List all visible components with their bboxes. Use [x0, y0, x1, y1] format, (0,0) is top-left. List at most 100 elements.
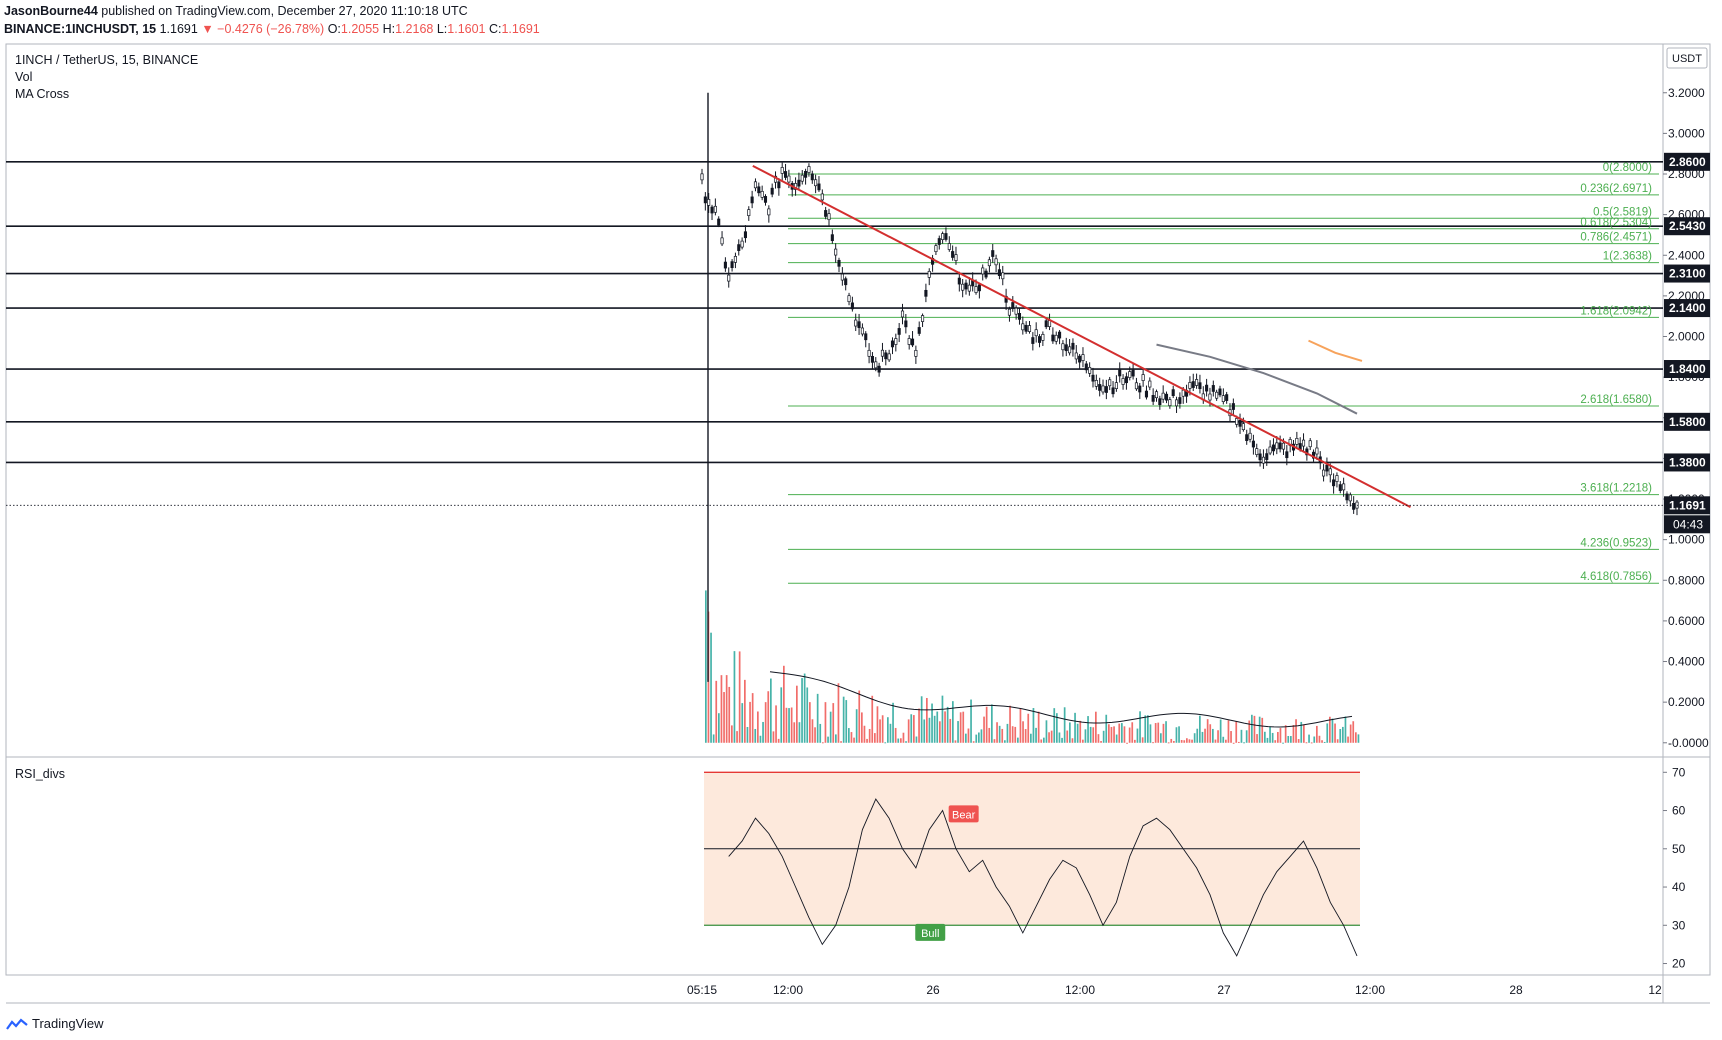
candle-body	[860, 327, 864, 335]
volume-bar	[1048, 732, 1050, 743]
candle-body	[877, 365, 881, 373]
fib-level-label: 0.5(2.5819)	[1593, 206, 1652, 218]
volume-bar	[741, 703, 744, 743]
volume-bar	[819, 723, 822, 743]
rsi-tick-label: 40	[1672, 880, 1686, 894]
candle-body	[1221, 395, 1225, 402]
candle-body	[1014, 307, 1018, 315]
volume-bar	[777, 738, 780, 743]
candle-body	[917, 327, 921, 334]
volume-bar	[1110, 726, 1113, 743]
volume-bar	[954, 740, 957, 743]
candle-body	[1108, 379, 1112, 387]
candle-body	[740, 240, 744, 248]
volume-bar	[1097, 734, 1100, 743]
volume-bar	[983, 716, 985, 743]
volume-bar	[751, 693, 754, 743]
candle-body	[1031, 337, 1035, 344]
volume-bar	[1053, 708, 1056, 743]
volume-bar	[775, 705, 777, 743]
tradingview-logo-icon	[6, 1017, 28, 1030]
candle-body	[1114, 382, 1118, 389]
volume-bar	[894, 727, 897, 743]
candle-body	[713, 205, 717, 213]
volume-bar	[962, 711, 965, 743]
volume-bar	[816, 693, 819, 743]
candle-body	[1218, 388, 1222, 396]
volume-bar	[1256, 734, 1258, 743]
level-price-tag	[1664, 217, 1710, 236]
volume-bar	[1139, 711, 1141, 743]
level-price-text: 1.5800	[1669, 415, 1706, 429]
open-value: 1.2055	[340, 22, 380, 36]
volume-bar	[1087, 716, 1089, 743]
volume-bar	[715, 680, 718, 743]
volume-bar	[1196, 728, 1199, 743]
candle-body	[1275, 442, 1279, 450]
volume-bar	[770, 678, 772, 743]
chart-legend-vol[interactable]: Vol	[15, 70, 33, 84]
candle-body	[844, 278, 848, 286]
candle-body	[1258, 453, 1262, 461]
candle-body	[710, 206, 714, 214]
volume-bar	[972, 741, 975, 743]
candle-body	[720, 237, 724, 245]
fib-level-label: 0(2.8000)	[1603, 162, 1652, 174]
price-tick-label: 0.8000	[1668, 573, 1705, 587]
descending-trendline[interactable]	[752, 164, 1411, 509]
volume-bar	[780, 687, 783, 743]
ma-fast-line	[1308, 339, 1363, 362]
volume-bar	[712, 734, 715, 743]
candle-body	[1151, 395, 1155, 402]
candle-body	[944, 233, 948, 240]
volume-bar	[1175, 727, 1178, 743]
currency-box[interactable]	[1666, 47, 1708, 69]
candle-body	[1342, 483, 1346, 491]
volume-bar	[1336, 739, 1339, 743]
candle-body	[1281, 442, 1286, 450]
level-price-text: 2.8600	[1669, 155, 1706, 169]
candle-body	[1215, 391, 1219, 399]
volume-bar	[1318, 735, 1321, 743]
price-tick-label: 0.6000	[1668, 614, 1705, 628]
volume-bar	[1118, 723, 1121, 743]
level-price-tag	[1664, 264, 1710, 283]
volume-bar	[871, 695, 874, 743]
volume-bar	[1011, 726, 1014, 743]
volume-bar	[889, 723, 892, 743]
volume-bar	[1123, 726, 1126, 743]
symbol-label: BINANCE:1INCHUSDT, 15	[4, 22, 157, 36]
volume-bar	[1253, 715, 1256, 743]
candle-body	[961, 283, 965, 291]
level-price-text: 1.8400	[1669, 362, 1706, 376]
volume-bar	[1349, 724, 1352, 743]
volume-bar	[1035, 727, 1037, 743]
time-tick-label: 12	[1648, 983, 1662, 997]
tradingview-brand[interactable]: TradingView	[6, 1016, 104, 1031]
volume-bar	[1006, 723, 1009, 743]
chart-legend-title[interactable]: 1INCH / TetherUS, 15, BINANCE	[15, 53, 199, 67]
candle-body	[1027, 325, 1032, 332]
candle-body	[1071, 342, 1075, 350]
volume-bar	[1295, 719, 1297, 743]
volume-bar	[1152, 742, 1154, 744]
volume-bar	[1173, 740, 1175, 743]
candle-body	[1315, 447, 1319, 455]
author-name[interactable]: JasonBourne44	[4, 4, 98, 18]
volume-bar	[946, 706, 949, 743]
chart-legend-ma[interactable]: MA Cross	[15, 87, 70, 101]
candle-body	[974, 286, 978, 293]
volume-bar	[897, 738, 900, 743]
level-price-tag	[1664, 299, 1710, 318]
volume-bar	[1092, 727, 1095, 743]
volume-bar	[1206, 719, 1209, 743]
rsi-legend[interactable]: RSI_divs	[15, 767, 66, 781]
candle-body	[1332, 479, 1336, 487]
volume-bar	[1347, 736, 1349, 743]
volume-bar	[1277, 731, 1279, 743]
volume-bar	[1258, 716, 1261, 743]
volume-bar	[1105, 714, 1108, 743]
candle-body	[827, 213, 831, 221]
candle-body	[1001, 272, 1005, 280]
